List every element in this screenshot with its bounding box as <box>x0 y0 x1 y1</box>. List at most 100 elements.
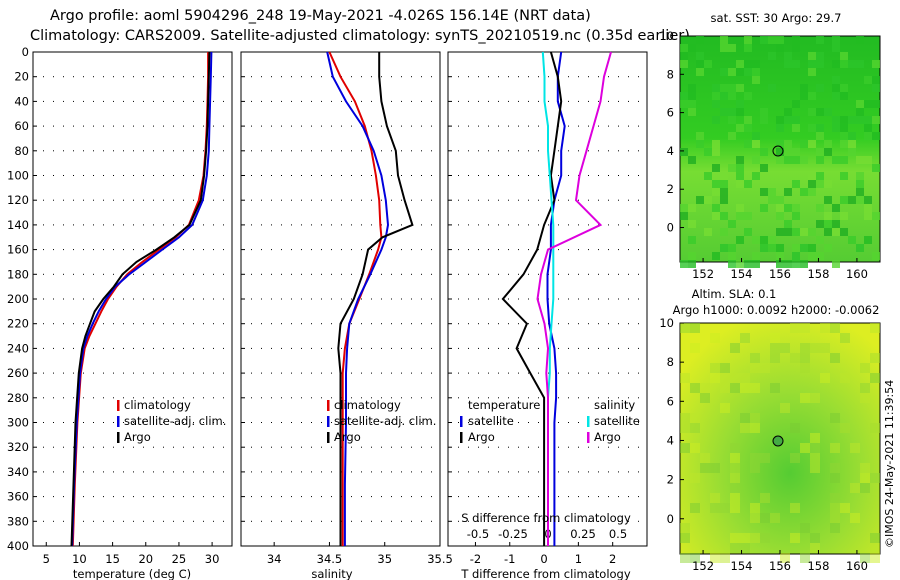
grid-dot <box>568 125 569 127</box>
sst-cell <box>792 36 800 44</box>
grid-dot <box>538 249 539 251</box>
legend-climatology: climatology <box>124 398 191 412</box>
grid-dot <box>371 51 372 53</box>
grid-dot <box>251 298 252 300</box>
sst-cell <box>832 220 840 228</box>
x-tick-label: 5 <box>43 552 50 566</box>
grid-dot <box>311 76 312 78</box>
grid-dot <box>213 298 214 300</box>
grid-dot <box>361 175 362 176</box>
grid-dot <box>638 100 639 102</box>
grid-dot <box>153 545 154 547</box>
sst-cell <box>776 252 784 260</box>
grid-dot <box>321 51 322 53</box>
x-tick-label: 30 <box>205 552 220 566</box>
grid-dot <box>498 273 499 275</box>
x-tick-label-salinity-diff: 0.25 <box>570 527 596 541</box>
grid-dot <box>223 76 224 78</box>
sst-cell <box>720 84 728 92</box>
grid-dot <box>193 150 194 152</box>
sst-cell <box>856 188 864 196</box>
grid-dot <box>153 150 154 152</box>
grid-dot <box>281 100 282 102</box>
sst-cell <box>760 188 768 196</box>
grid-dot <box>183 199 184 201</box>
grid-dot <box>538 520 539 522</box>
grid-dot <box>43 347 44 349</box>
sst-cell <box>752 260 760 268</box>
sst-cell <box>688 260 696 268</box>
grid-dot <box>103 323 104 325</box>
grid-dot <box>371 372 372 374</box>
grid-dot <box>183 397 184 399</box>
grid-dot <box>421 273 422 275</box>
grid-dot <box>618 520 619 522</box>
grid-dot <box>608 323 609 325</box>
grid-dot <box>588 446 589 448</box>
grid-dot <box>568 446 569 448</box>
grid-dot <box>401 150 402 152</box>
sst-cell <box>856 244 864 252</box>
grid-dot <box>351 347 352 349</box>
grid-dot <box>113 150 114 152</box>
grid-dot <box>143 471 144 473</box>
grid-dot <box>53 422 54 423</box>
grid-dot <box>528 520 529 522</box>
grid-dot <box>638 150 639 152</box>
sst-cell <box>840 140 848 148</box>
grid-dot <box>568 397 569 399</box>
grid-dot <box>528 175 529 176</box>
grid-dot <box>568 175 569 176</box>
grid-dot <box>588 76 589 78</box>
grid-dot <box>301 199 302 201</box>
grid-dot <box>401 323 402 325</box>
map-y-tick-label: 0 <box>667 512 674 526</box>
grid-dot <box>103 372 104 374</box>
grid-dot <box>53 76 54 78</box>
grid-dot <box>431 422 432 423</box>
grid-dot <box>281 298 282 300</box>
grid-dot <box>93 273 94 275</box>
grid-dot <box>261 520 262 522</box>
grid-dot <box>488 199 489 201</box>
sla-cell <box>750 363 760 373</box>
sst-cell <box>744 36 752 44</box>
grid-dot <box>468 100 469 102</box>
grid-dot <box>498 471 499 473</box>
sst-cell <box>792 228 800 236</box>
grid-dot <box>508 471 509 473</box>
grid-dot <box>638 372 639 374</box>
sla-cell <box>720 383 730 393</box>
grid-dot <box>193 520 194 522</box>
grid-dot <box>391 397 392 399</box>
grid-dot <box>203 125 204 127</box>
grid-dot <box>173 446 174 448</box>
grid-dot <box>598 471 599 473</box>
grid-dot <box>618 224 619 226</box>
grid-dot <box>508 175 509 176</box>
grid-dot <box>113 545 114 547</box>
grid-dot <box>261 323 262 325</box>
grid-dot <box>528 397 529 399</box>
grid-dot <box>133 397 134 399</box>
grid-dot <box>83 422 84 423</box>
grid-dot <box>261 51 262 53</box>
grid-dot <box>93 471 94 473</box>
grid-dot <box>478 273 479 275</box>
sst-cell <box>680 148 688 156</box>
sst-cell <box>808 52 816 60</box>
sla-cell <box>830 523 840 533</box>
sst-cell <box>736 204 744 212</box>
sla-cell <box>800 393 810 403</box>
x-tick-label: 34 <box>267 552 282 566</box>
grid-dot <box>608 545 609 547</box>
grid-dot <box>281 372 282 374</box>
grid-dot <box>568 520 569 522</box>
grid-dot <box>133 446 134 448</box>
grid-dot <box>143 397 144 399</box>
grid-dot <box>271 446 272 448</box>
grid-dot <box>381 125 382 127</box>
grid-dot <box>401 545 402 547</box>
map-x-tick-label: 154 <box>731 559 753 573</box>
sst-cell <box>848 148 856 156</box>
